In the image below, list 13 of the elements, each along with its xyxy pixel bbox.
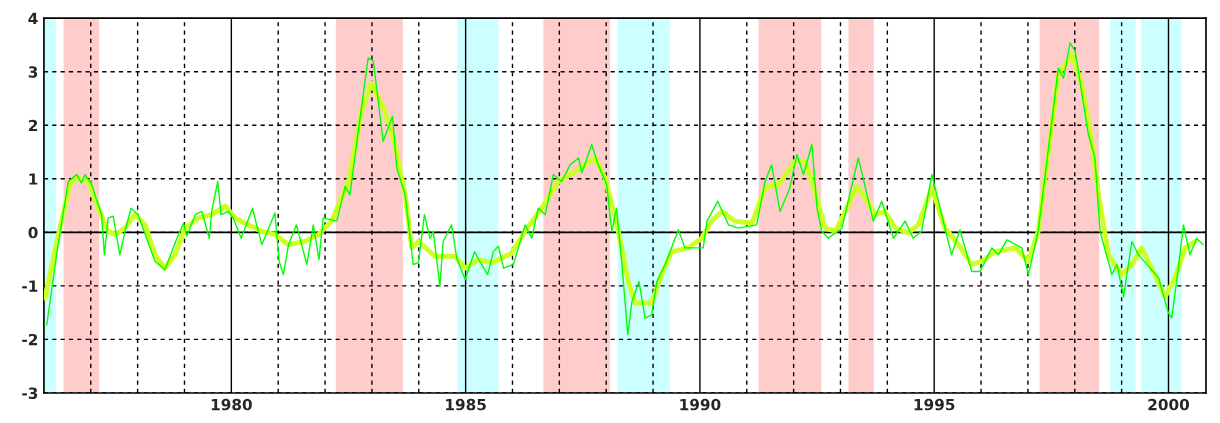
y-tick-label: 0	[28, 226, 38, 239]
x-tick-label: 2000	[1148, 398, 1190, 411]
y-tick-label: -1	[22, 280, 38, 292]
x-tick-label: 1985	[446, 398, 486, 411]
x-tick-label: 1995	[914, 398, 955, 411]
y-tick-label: 2	[28, 119, 38, 132]
y-tick-label: 3	[28, 66, 38, 78]
y-tick-label: -2	[22, 333, 38, 346]
x-tick-label: 1990	[680, 398, 721, 411]
y-tick-label: -3	[22, 387, 38, 399]
y-tick-label: 1	[29, 173, 38, 185]
y-tick-label: 4	[28, 12, 38, 24]
x-tick-label: 1980	[211, 398, 252, 411]
